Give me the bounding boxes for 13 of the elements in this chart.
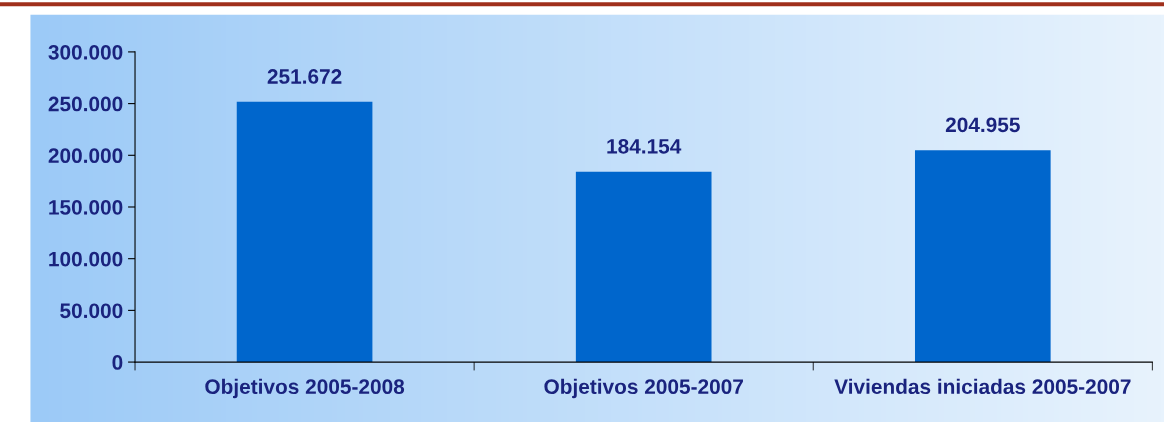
y-tick-label: 0 [112,355,123,370]
x-tick-label: Objetivos 2005-2008 [205,378,405,399]
x-tick-label: Objetivos 2005-2007 [544,378,743,399]
y-tick-label: 200.000 [48,148,123,164]
y-tick-label: 300.000 [48,44,123,60]
x-tick-label: Viviendas iniciadas 2005-2007 [834,378,1131,395]
y-tick-label: 50.000 [60,303,123,319]
data-label: 204.955 [945,117,1020,133]
data-label: 184.154 [607,138,682,154]
y-tick-label: 150.000 [49,199,123,215]
y-tick-label: 100.000 [49,251,123,267]
data-label: 251.672 [267,69,342,84]
y-tick-label: 250.000 [48,96,123,112]
